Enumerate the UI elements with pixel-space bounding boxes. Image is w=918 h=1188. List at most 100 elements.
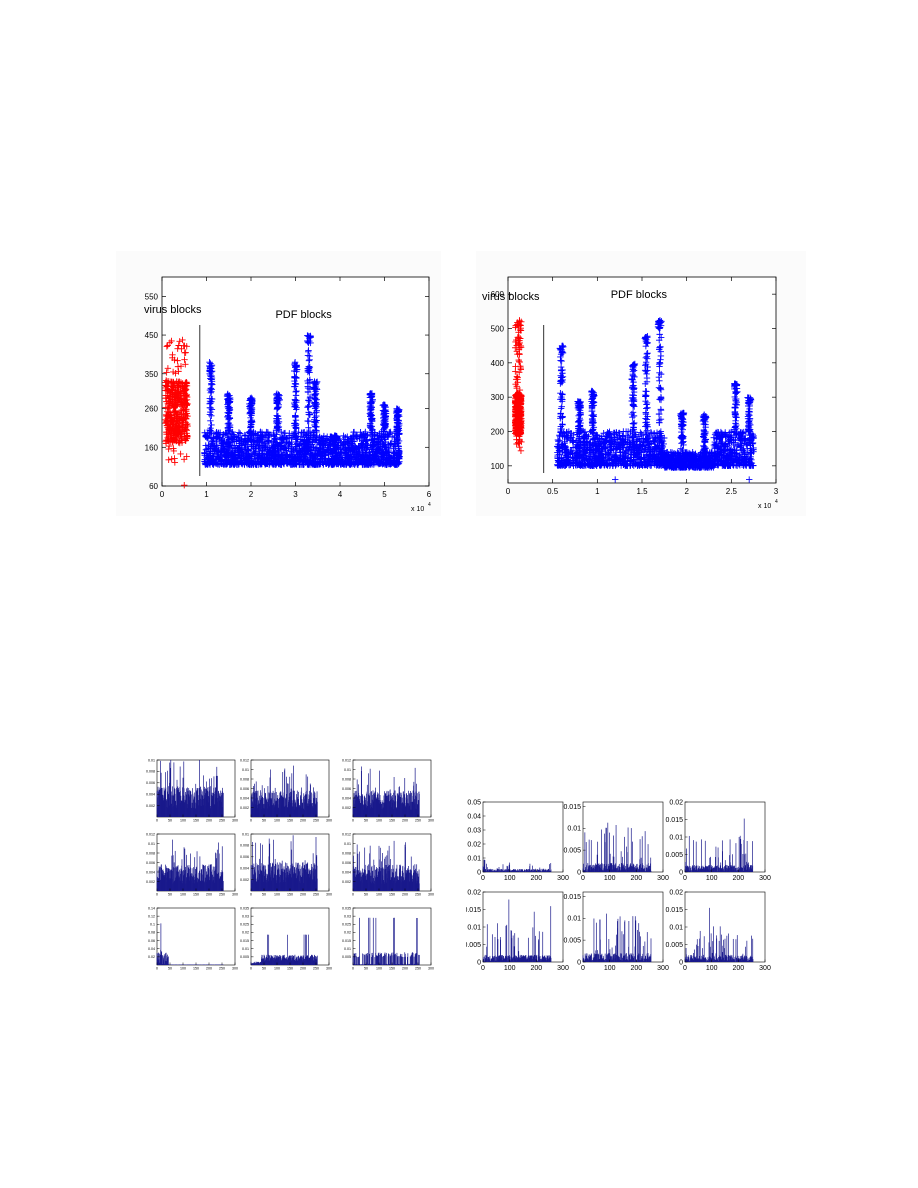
pdf-point [312, 460, 319, 467]
pdf-point [291, 383, 298, 390]
pdf-point [292, 413, 299, 420]
pdf-point [208, 421, 215, 429]
virus-point [512, 396, 519, 404]
pdf-point [223, 447, 230, 454]
virus-point [163, 369, 170, 376]
pdf-point [382, 408, 390, 415]
virus-point [174, 357, 181, 364]
virus-point [169, 408, 177, 415]
pdf-point [289, 461, 297, 468]
virus-point [179, 336, 186, 344]
pdf-point [247, 402, 254, 409]
y-tick-label: 600 [491, 290, 505, 299]
virus-point [171, 459, 179, 466]
pdf-point [305, 348, 312, 356]
pdf-point [305, 459, 312, 467]
pdf-point [207, 404, 215, 412]
pdf-point [574, 431, 581, 438]
pdf-point [354, 457, 361, 464]
pdf-point [306, 352, 313, 360]
pdf-point [394, 405, 401, 413]
pdf-point [306, 427, 314, 435]
pdf-point [580, 428, 588, 436]
pdf-point [254, 455, 261, 463]
pdf-point [577, 439, 585, 447]
pdf-point [576, 446, 584, 454]
pdf-point [224, 432, 231, 440]
virus-point [516, 321, 524, 329]
pdf-point [265, 432, 272, 440]
y-tick-label: 450 [145, 331, 159, 340]
virus-point [183, 402, 190, 409]
virus-point [515, 426, 523, 433]
pdf-point [554, 436, 562, 444]
pdf-point [298, 429, 305, 436]
virus-point [164, 415, 171, 422]
pdf-point [236, 437, 244, 445]
pdf-point [295, 449, 303, 456]
pdf-point [557, 357, 564, 364]
pdf-point [362, 432, 369, 440]
pdf-point [207, 434, 215, 441]
x-tick-label: 2 [684, 487, 689, 496]
pdf-point [387, 441, 394, 449]
pdf-point [293, 387, 300, 395]
virus-point [514, 390, 522, 398]
virus-point [181, 356, 188, 363]
virus-point [174, 414, 181, 421]
pdf-point [262, 438, 269, 445]
pdf-point [305, 357, 313, 364]
pdf-point [393, 436, 401, 444]
virus-point [513, 373, 521, 380]
pdf-point [225, 412, 232, 419]
pdf-point [231, 436, 238, 444]
pdf-point [265, 439, 273, 447]
virus-point [176, 438, 183, 445]
virus-point [180, 456, 188, 463]
pdf-point [586, 460, 594, 467]
pdf-point [305, 424, 312, 431]
pdf-point [301, 437, 308, 445]
pdf-point [575, 443, 582, 450]
virus-point [167, 431, 175, 439]
pdf-point [273, 405, 281, 413]
pdf-point [216, 429, 224, 436]
x-tick-label: 1.5 [636, 487, 648, 496]
pdf-point [304, 404, 311, 411]
pdf-point [275, 395, 283, 402]
pdf-point [335, 453, 343, 461]
pdf-point [310, 444, 317, 451]
virus-point [182, 380, 189, 387]
y-tick-label: 100 [491, 462, 505, 471]
pdf-point [313, 423, 320, 431]
pdf-point [229, 431, 236, 438]
pdf-point [356, 448, 363, 455]
virus-point [516, 443, 523, 451]
pdf-point [274, 458, 282, 466]
pdf-point [247, 418, 254, 425]
x-multiplier-exponent: 4 [428, 502, 431, 508]
virus-point [516, 396, 524, 403]
virus-point [181, 482, 188, 489]
pdf-point [256, 442, 263, 449]
pdf-point [202, 442, 209, 449]
pdf-point [312, 390, 320, 397]
pdf-point [231, 449, 238, 456]
pdf-point [308, 459, 315, 466]
pdf-point [270, 429, 277, 437]
pdf-point [265, 449, 273, 457]
pdf-point [292, 406, 300, 413]
pdf-point [556, 432, 564, 440]
virus-point [514, 439, 522, 446]
pdf-point [216, 434, 223, 441]
virus-point [166, 387, 173, 395]
virus-point [170, 437, 177, 444]
virus-point [164, 365, 172, 372]
pdf-point [324, 446, 331, 454]
pdf-point [304, 379, 312, 387]
virus-point [165, 409, 173, 416]
pdf-point [206, 400, 213, 407]
x-tick-label: 0 [506, 487, 511, 496]
pdf-point [332, 437, 339, 444]
pdf-point [566, 437, 574, 444]
